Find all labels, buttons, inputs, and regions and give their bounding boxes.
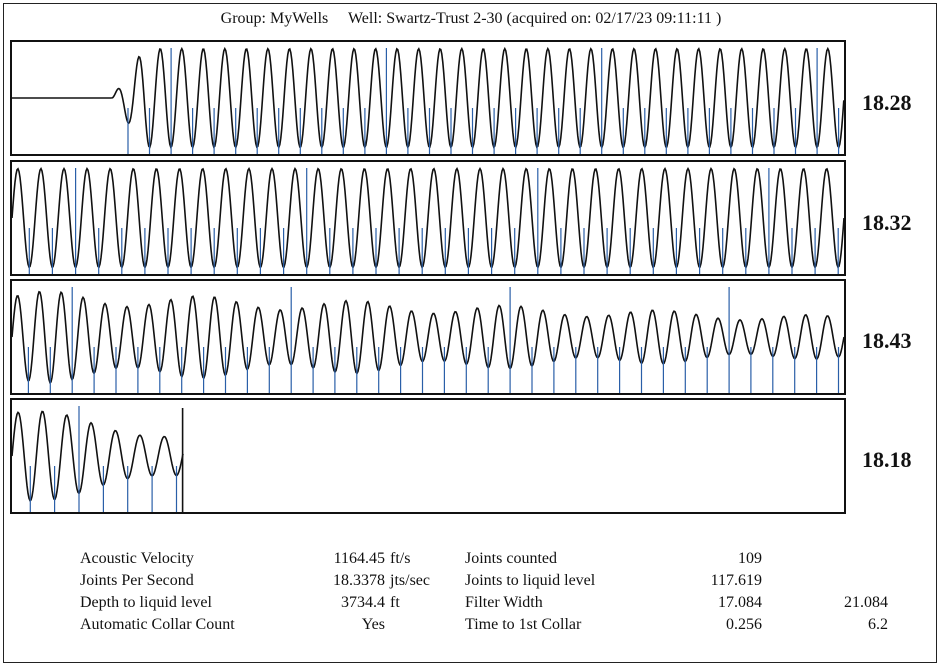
acoustic-trace-2 <box>12 167 844 269</box>
stats-left-values: 1164.45 18.3378 3734.4 Yes <box>280 548 385 636</box>
joint-rate-4: 18.18 <box>862 447 912 472</box>
depth-liquid-label: Depth to liquid level <box>80 594 212 611</box>
trace-plot-1 <box>12 46 844 154</box>
time-first-collar-value: 0.256 <box>726 616 762 633</box>
filter-width-extra: 21.084 <box>844 594 888 611</box>
trace-plot-2 <box>12 167 844 274</box>
trace-plot-4 <box>12 406 184 512</box>
joint-rate-3: 18.43 <box>862 328 912 353</box>
joints-to-liquid-extra <box>780 570 888 592</box>
stats-left-labels: Acoustic Velocity Joints Per Second Dept… <box>80 548 235 636</box>
joints-to-liquid-label: Joints to liquid level <box>465 572 596 589</box>
acoustic-velocity-value: 1164.45 <box>333 550 385 567</box>
trace-plot-3 <box>12 287 844 393</box>
filter-width-label: Filter Width <box>465 594 543 611</box>
report-frame <box>3 3 937 663</box>
time-first-collar-extra: 6.2 <box>868 616 888 633</box>
auto-collar-count-unit <box>390 614 430 636</box>
joints-per-second-unit: jts/sec <box>390 572 430 589</box>
stats-right-labels: Joints counted Joints to liquid level Fi… <box>465 548 595 636</box>
joints-per-second-value: 18.3378 <box>333 572 385 589</box>
acoustic-velocity-unit: ft/s <box>390 550 411 567</box>
filter-width-value: 17.084 <box>718 594 762 611</box>
stats-right-extra: 21.084 6.2 <box>780 548 888 636</box>
report-header: Group: MyWells Well: Swartz-Trust 2-30 (… <box>0 10 942 28</box>
joints-counted-extra <box>780 548 888 570</box>
time-first-collar-label: Time to 1st Collar <box>465 616 582 633</box>
acoustic-velocity-label: Acoustic Velocity <box>80 550 194 567</box>
joints-counted-label: Joints counted <box>465 550 557 567</box>
auto-collar-count-value: Yes <box>361 616 385 633</box>
acoustic-trace-3 <box>12 290 844 385</box>
trace-panel-3 <box>10 279 846 395</box>
joints-to-liquid-value: 117.619 <box>710 572 762 589</box>
joint-rate-2: 18.32 <box>862 210 912 235</box>
auto-collar-count-label: Automatic Collar Count <box>80 616 235 633</box>
joints-counted-value: 109 <box>738 550 762 567</box>
stats-right-values: 109 117.619 17.084 0.256 <box>660 548 762 636</box>
well-label: Well: Swartz-Trust 2-30 (acquired on: 02… <box>347 10 722 27</box>
trace-panel-2 <box>10 160 846 276</box>
trace-panel-4 <box>10 398 846 514</box>
joint-rate-1: 18.28 <box>862 90 912 115</box>
depth-liquid-unit: ft <box>390 594 400 611</box>
acoustic-trace-4 <box>12 410 184 502</box>
group-label: Group: MyWells <box>220 10 329 27</box>
trace-panel-1 <box>10 40 846 156</box>
acoustic-trace-1 <box>12 46 844 150</box>
stats-left-units: ft/s jts/sec ft <box>390 548 430 636</box>
depth-liquid-value: 3734.4 <box>341 594 385 611</box>
joints-per-second-label: Joints Per Second <box>80 572 194 589</box>
